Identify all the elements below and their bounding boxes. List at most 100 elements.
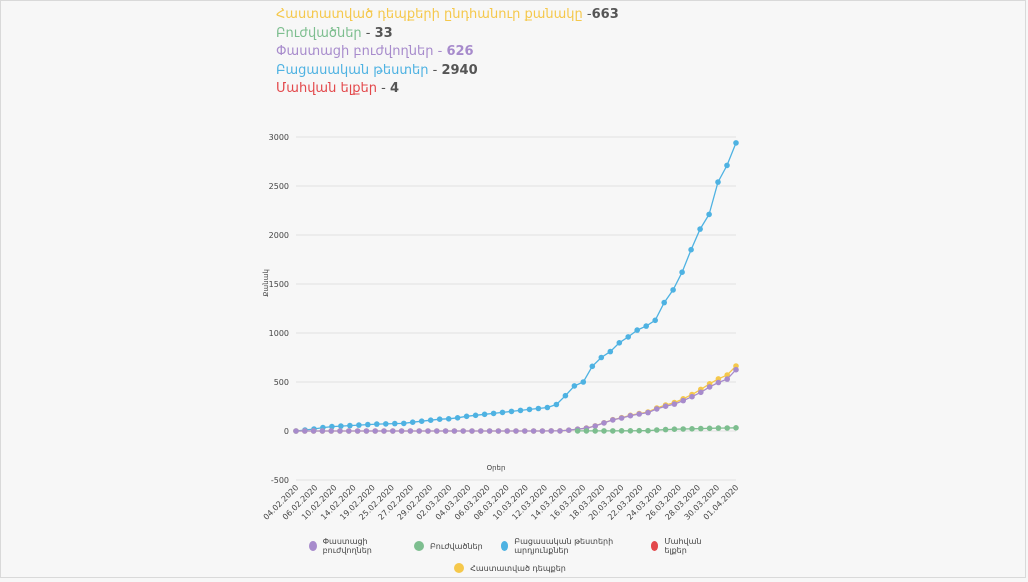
data-point[interactable] [544, 404, 551, 411]
data-point[interactable] [409, 419, 416, 426]
data-point[interactable] [662, 403, 669, 410]
data-point[interactable] [636, 411, 642, 417]
data-point[interactable] [337, 428, 343, 434]
data-point[interactable] [706, 384, 713, 390]
data-point[interactable] [522, 428, 528, 434]
data-point[interactable] [329, 423, 335, 430]
data-point[interactable] [434, 428, 440, 434]
data-point[interactable] [427, 417, 434, 424]
data-point[interactable] [526, 406, 533, 413]
data-point[interactable] [697, 226, 703, 232]
data-point[interactable] [698, 389, 704, 396]
data-point[interactable] [490, 410, 497, 417]
data-point[interactable] [328, 428, 335, 434]
data-point[interactable] [566, 427, 572, 434]
data-point[interactable] [689, 393, 695, 400]
data-point[interactable] [625, 334, 631, 340]
data-point[interactable] [463, 413, 470, 420]
data-point[interactable] [680, 426, 686, 432]
data-point[interactable] [383, 421, 389, 427]
data-point[interactable] [486, 428, 493, 434]
data-point[interactable] [661, 299, 667, 306]
data-point[interactable] [557, 428, 563, 434]
data-point[interactable] [733, 140, 739, 146]
legend-item-deaths[interactable]: Մահվան ելքեր [650, 537, 711, 555]
data-point[interactable] [610, 417, 616, 423]
data-point[interactable] [654, 427, 660, 433]
data-point[interactable] [652, 317, 658, 324]
data-point[interactable] [562, 392, 569, 399]
data-point[interactable] [662, 426, 669, 433]
data-point[interactable] [508, 408, 515, 415]
data-point[interactable] [302, 428, 308, 434]
data-point[interactable] [310, 428, 317, 434]
data-point[interactable] [398, 428, 405, 434]
data-point[interactable] [574, 428, 581, 434]
data-point[interactable] [616, 340, 623, 346]
data-point[interactable] [671, 401, 678, 407]
data-point[interactable] [724, 425, 730, 431]
data-point[interactable] [451, 428, 458, 434]
data-point[interactable] [504, 428, 511, 434]
data-point[interactable] [627, 412, 634, 419]
legend-item-confirmed[interactable]: Հաստատված դեպքեր [454, 563, 566, 573]
data-point[interactable] [715, 379, 722, 386]
legend-item-active[interactable]: Փաստացի բուժվողներ [309, 537, 396, 555]
data-point[interactable] [634, 327, 640, 333]
data-point[interactable] [553, 401, 560, 408]
data-point[interactable] [392, 420, 398, 427]
data-point[interactable] [715, 425, 722, 431]
data-point[interactable] [374, 421, 380, 427]
data-point[interactable] [680, 397, 686, 404]
data-point[interactable] [460, 428, 467, 434]
data-point[interactable] [390, 428, 396, 434]
data-point[interactable] [627, 428, 634, 434]
data-point[interactable] [535, 405, 542, 412]
data-point[interactable] [365, 421, 371, 428]
data-point[interactable] [381, 428, 387, 434]
data-point[interactable] [645, 409, 651, 416]
data-point[interactable] [401, 420, 407, 427]
data-point[interactable] [363, 428, 370, 434]
data-point[interactable] [724, 376, 730, 382]
data-point[interactable] [539, 428, 546, 434]
data-point[interactable] [733, 425, 739, 431]
data-point[interactable] [592, 428, 598, 434]
data-point[interactable] [418, 418, 425, 425]
data-point[interactable] [706, 211, 712, 218]
data-point[interactable] [698, 425, 704, 432]
data-point[interactable] [319, 428, 326, 434]
data-point[interactable] [618, 415, 625, 421]
data-point[interactable] [571, 383, 578, 389]
data-point[interactable] [724, 162, 730, 169]
data-point[interactable] [347, 422, 353, 429]
data-point[interactable] [724, 372, 730, 378]
data-point[interactable] [607, 348, 614, 355]
data-point[interactable] [583, 428, 590, 434]
data-point[interactable] [469, 428, 475, 434]
data-point[interactable] [733, 366, 739, 373]
data-point[interactable] [338, 423, 344, 429]
data-point[interactable] [454, 415, 461, 421]
data-point[interactable] [356, 422, 362, 428]
legend-item-negative-tests[interactable]: Բացասական թեստերի արդյունքներ [500, 537, 633, 555]
data-point[interactable] [715, 179, 721, 185]
data-point[interactable] [481, 411, 488, 418]
data-point[interactable] [688, 246, 694, 253]
data-point[interactable] [416, 428, 423, 434]
data-point[interactable] [618, 428, 625, 434]
data-point[interactable] [645, 427, 651, 434]
data-point[interactable] [601, 420, 607, 426]
data-point[interactable] [425, 428, 431, 434]
data-point[interactable] [442, 428, 449, 434]
data-point[interactable] [513, 428, 519, 434]
data-point[interactable] [643, 323, 649, 329]
data-point[interactable] [354, 428, 361, 434]
data-point[interactable] [293, 428, 299, 434]
data-point[interactable] [407, 428, 414, 434]
data-point[interactable] [436, 416, 443, 423]
data-point[interactable] [589, 363, 596, 370]
data-point[interactable] [670, 287, 676, 293]
data-point[interactable] [636, 427, 642, 434]
data-point[interactable] [472, 412, 479, 419]
